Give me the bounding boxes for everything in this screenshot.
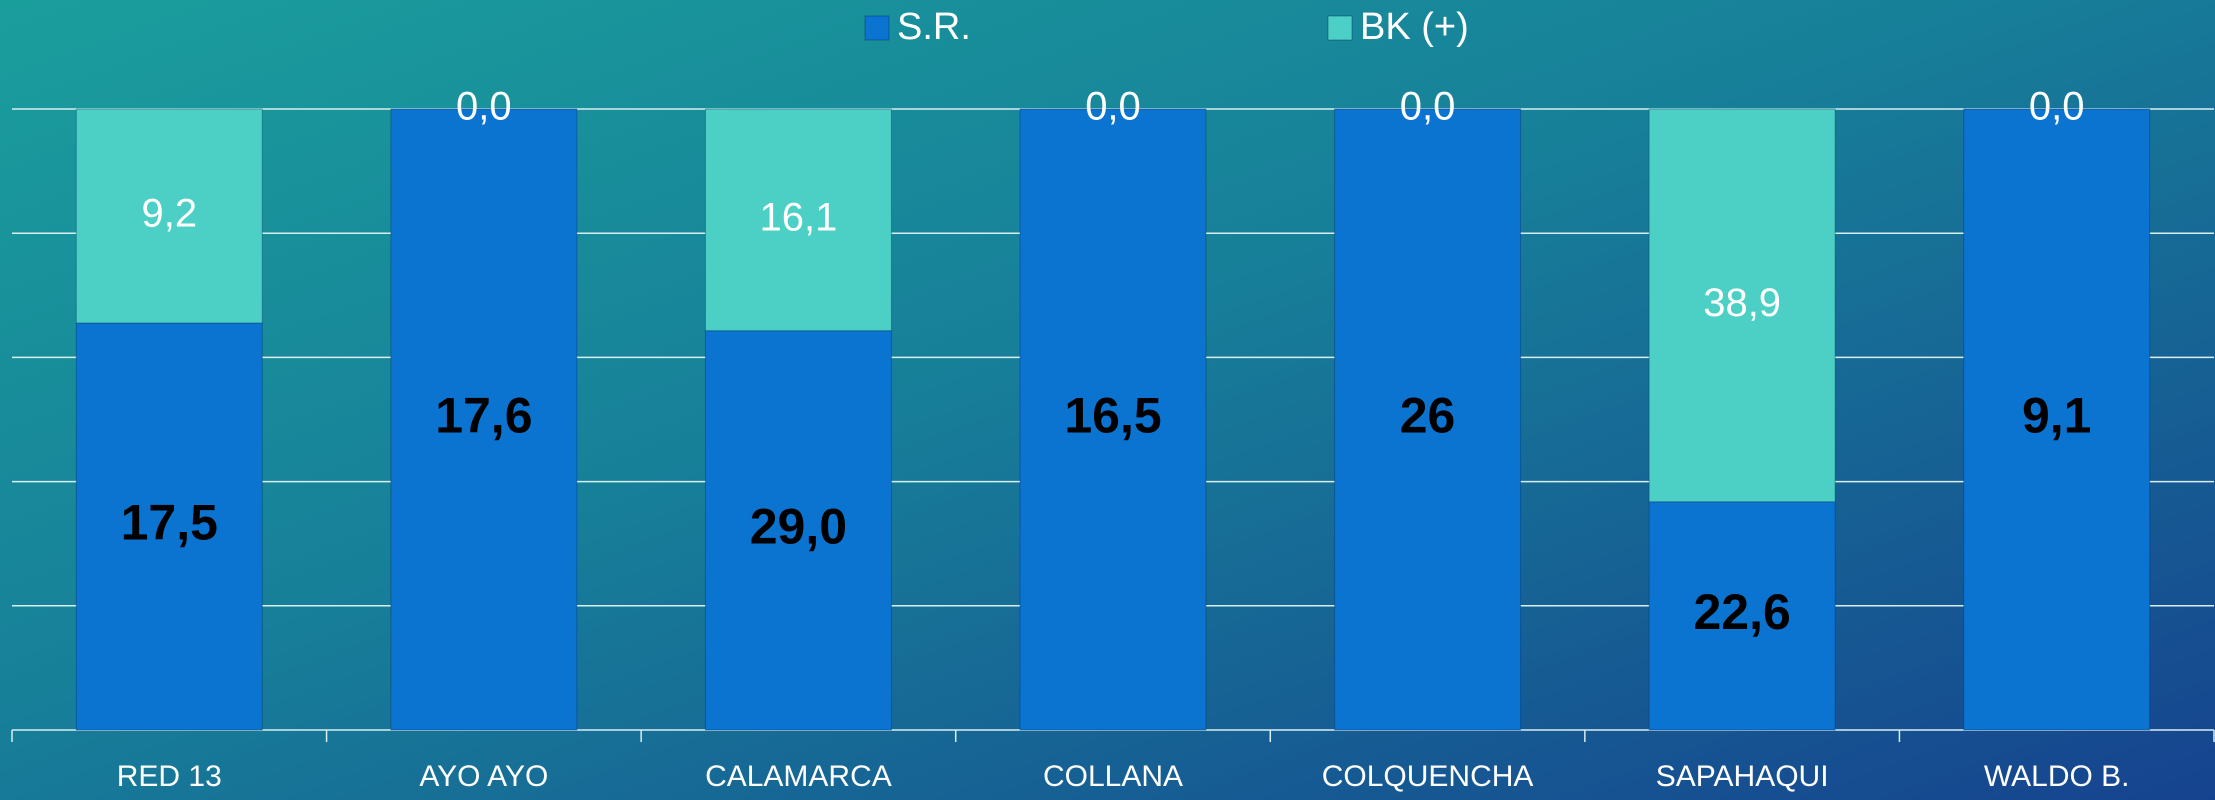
legend-label: S.R. xyxy=(897,6,971,48)
legend-swatch xyxy=(1327,15,1353,41)
data-label: 0,0 xyxy=(1085,85,1141,129)
legend-label: BK (+) xyxy=(1360,6,1469,48)
bar-segment xyxy=(1648,501,1836,731)
bar-segment xyxy=(1334,108,1522,731)
data-label: 0,0 xyxy=(2029,85,2085,129)
data-label: 22,6 xyxy=(1693,584,1790,640)
bar-segment xyxy=(1963,108,2151,731)
x-tick-label: SAPAHAQUI xyxy=(1656,760,1829,793)
data-label: 16,1 xyxy=(759,195,837,239)
x-tick-label: WALDO B. xyxy=(1984,760,2130,793)
x-tick-label: AYO AYO xyxy=(419,760,548,793)
x-tick-label: COLQUENCHA xyxy=(1322,760,1534,793)
data-label: 0,0 xyxy=(1400,85,1456,129)
data-label: 26 xyxy=(1400,388,1456,444)
data-label: 9,2 xyxy=(141,192,197,236)
x-tick-label: RED 13 xyxy=(117,760,222,793)
x-tick-label: CALAMARCA xyxy=(705,760,892,793)
bar-segment xyxy=(75,108,263,324)
bar-segment xyxy=(1648,108,1836,503)
data-label: 17,5 xyxy=(121,495,218,551)
data-label: 38,9 xyxy=(1703,281,1781,325)
data-label: 17,6 xyxy=(435,388,532,444)
bar-segment xyxy=(704,108,892,332)
x-tick-label: COLLANA xyxy=(1043,760,1183,793)
data-label: 0,0 xyxy=(456,85,512,129)
data-label: 16,5 xyxy=(1064,388,1161,444)
bar-segment xyxy=(390,108,578,731)
bar-segment xyxy=(1019,108,1207,731)
bar-segment xyxy=(704,330,892,731)
legend-swatch xyxy=(864,15,890,41)
data-label: 29,0 xyxy=(750,499,847,555)
bar-segment xyxy=(75,322,263,731)
data-label: 9,1 xyxy=(2022,388,2092,444)
